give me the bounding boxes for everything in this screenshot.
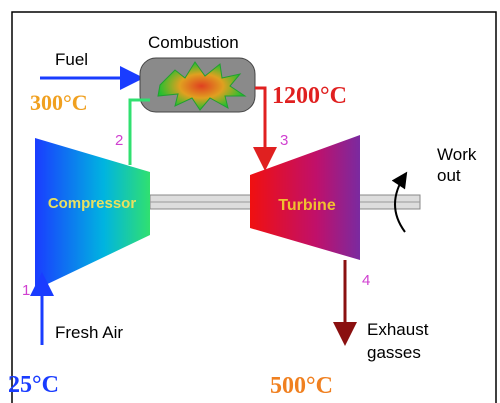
turbine-label: Turbine xyxy=(278,197,336,214)
point-4: 4 xyxy=(362,272,370,289)
line-3 xyxy=(253,86,277,171)
compressor xyxy=(35,138,150,290)
temp-1: 25°C xyxy=(8,372,59,398)
work-label: Work xyxy=(437,145,477,164)
fuel-label: Fuel xyxy=(55,50,88,69)
point-2: 2 xyxy=(115,132,123,149)
temp-2: 300°C xyxy=(30,90,88,115)
point-1: 1 xyxy=(22,282,30,299)
compressor-label: Compressor xyxy=(48,195,137,212)
fresh-air-label: Fresh Air xyxy=(55,323,123,342)
temp-3: 1200°C xyxy=(272,83,347,109)
out-label: out xyxy=(437,166,461,185)
gasses-label: gasses xyxy=(367,343,421,362)
flame xyxy=(157,61,247,111)
temp-4: 500°C xyxy=(270,373,333,399)
frame xyxy=(11,11,497,403)
line-2 xyxy=(128,98,150,165)
exhaust-label: Exhaust xyxy=(367,320,429,339)
work-arrow xyxy=(391,171,408,233)
turbine xyxy=(250,135,360,260)
point-3: 3 xyxy=(280,132,288,149)
combustion-label: Combustion xyxy=(148,33,239,52)
